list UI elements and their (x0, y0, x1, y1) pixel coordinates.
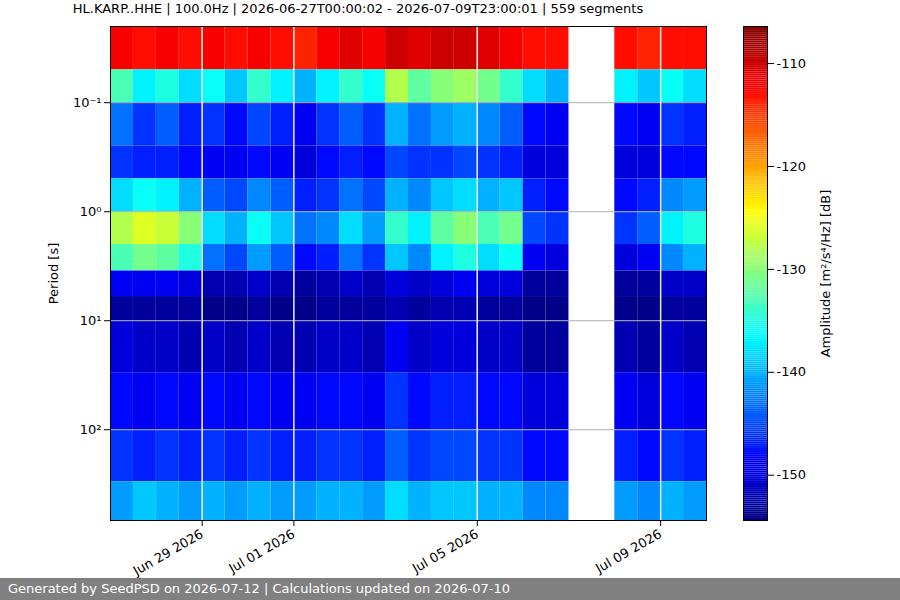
svg-text:Jul 05 2026: Jul 05 2026 (409, 526, 481, 576)
svg-text:-140: -140 (777, 364, 807, 379)
svg-text:-150: -150 (777, 467, 807, 482)
html-text:HL.KARP..HHE | 100.0Hz | 2026-: HL.KARP..HHE | 100.0Hz | 2026-06-27T00:0… (72, 1, 644, 16)
svg-text:Jul 09 2026: Jul 09 2026 (592, 526, 664, 576)
svg-text:Period [s]: Period [s] (46, 243, 61, 305)
svg-text:-110: -110 (777, 56, 807, 71)
svg-text:Jul 01 2026: Jul 01 2026 (225, 526, 297, 576)
svg-text:-120: -120 (777, 159, 807, 174)
svg-text:Jun 29 2026: Jun 29 2026 (130, 526, 206, 578)
svg-text:Amplitude [m²/s⁴/Hz] [dB]: Amplitude [m²/s⁴/Hz] [dB] (818, 190, 833, 358)
html-text:Generated by SeedPSD on 2026-0: Generated by SeedPSD on 2026-07-12 | Cal… (8, 581, 510, 596)
svg-text:-130: -130 (777, 262, 807, 277)
svg-text:10¹: 10¹ (80, 313, 102, 328)
svg-text:10⁰: 10⁰ (80, 204, 102, 219)
svg-text:10²: 10² (80, 422, 102, 437)
svg-text:10⁻¹: 10⁻¹ (73, 95, 102, 110)
